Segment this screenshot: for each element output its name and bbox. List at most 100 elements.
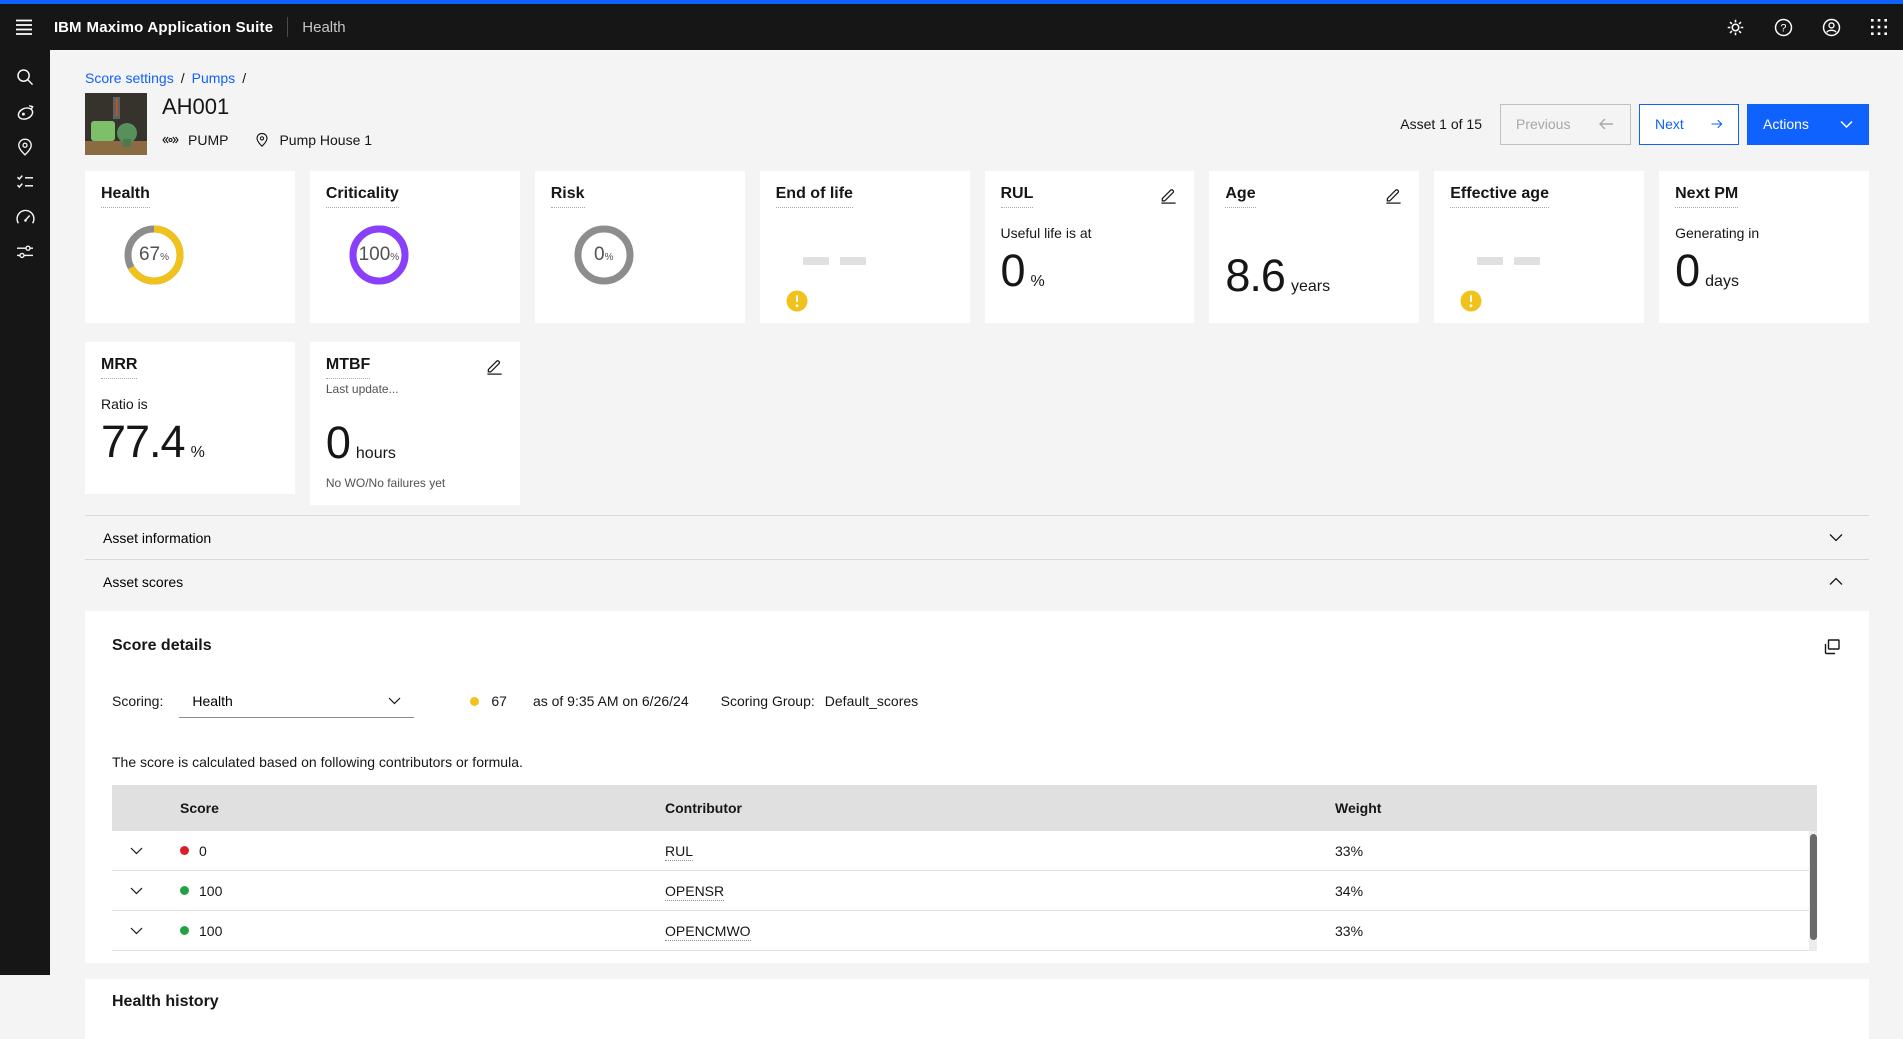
hamburger-icon bbox=[14, 17, 34, 37]
edit-pencil-icon bbox=[485, 357, 504, 376]
expand-row-button[interactable] bbox=[112, 831, 160, 870]
row-status-dot bbox=[180, 846, 189, 855]
risk-score-unit: % bbox=[605, 252, 614, 263]
score-details-title: Score details bbox=[112, 637, 212, 655]
expand-row-button[interactable] bbox=[112, 911, 160, 950]
settings-button[interactable] bbox=[1711, 4, 1759, 50]
sidebar-item-health-gauge[interactable] bbox=[6, 202, 44, 232]
popout-button[interactable] bbox=[1822, 637, 1842, 660]
rul-edit-button[interactable] bbox=[1159, 186, 1178, 208]
criticality-score-unit: % bbox=[390, 252, 399, 263]
next-pm-card: Next PM Generating in 0 days bbox=[1659, 171, 1869, 323]
score-as-of: as of 9:35 AM on 6/26/24 bbox=[533, 693, 689, 709]
checklist-icon bbox=[15, 172, 35, 192]
mtbf-card-title: MTBF bbox=[326, 355, 370, 379]
expand-row-button[interactable] bbox=[112, 871, 160, 910]
sidebar-item-score-settings[interactable] bbox=[6, 237, 44, 267]
settings-adjust-icon bbox=[15, 242, 35, 262]
score-status-dot bbox=[470, 697, 479, 706]
mtbf-edit-button[interactable] bbox=[485, 357, 504, 379]
row-weight-value: 33% bbox=[1317, 923, 1817, 939]
rul-card: RUL Useful life is at 0 % bbox=[985, 171, 1195, 323]
help-button[interactable]: ? bbox=[1759, 4, 1807, 50]
help-icon: ? bbox=[1773, 17, 1794, 38]
previous-asset-button[interactable]: Previous bbox=[1500, 104, 1631, 145]
criticality-card: Criticality 100 % bbox=[310, 171, 520, 323]
breadcrumb: Score settings / Pumps / bbox=[85, 50, 1869, 86]
scoring-group-value: Default_scores bbox=[825, 693, 918, 709]
header-title: IBM Maximo Application Suite Health bbox=[54, 17, 346, 37]
contributor-link[interactable]: OPENSR bbox=[665, 883, 724, 901]
age-unit: years bbox=[1291, 278, 1330, 296]
next-pm-subtitle: Generating in bbox=[1675, 225, 1853, 241]
asset-photo bbox=[85, 93, 147, 155]
actions-button[interactable]: Actions bbox=[1747, 104, 1869, 145]
effective-age-card: Effective age bbox=[1434, 171, 1644, 323]
asset-meta: PUMP Pump House 1 bbox=[162, 132, 372, 148]
row-weight-value: 33% bbox=[1317, 843, 1817, 859]
asset-id-title: AH001 bbox=[162, 94, 372, 120]
app-switcher-button[interactable] bbox=[1855, 4, 1903, 50]
scoring-group-label: Scoring Group: bbox=[721, 693, 815, 709]
breadcrumb-separator: / bbox=[181, 70, 185, 86]
asset-pager-controls: Asset 1 of 15 Previous Next Actions bbox=[1400, 104, 1869, 145]
mtbf-card: MTBF Last update... 0 hours No WO/No fai… bbox=[310, 342, 520, 505]
user-profile-button[interactable] bbox=[1807, 4, 1855, 50]
breadcrumb-score-settings[interactable]: Score settings bbox=[85, 70, 174, 86]
app-header: IBM Maximo Application Suite Health ? bbox=[0, 4, 1903, 50]
gauge-icon bbox=[15, 207, 36, 228]
chevron-down-icon bbox=[388, 697, 401, 705]
current-score-summary: 67 as of 9:35 AM on 6/26/24 Scoring Grou… bbox=[470, 693, 918, 709]
chevron-down-icon bbox=[1840, 120, 1853, 129]
score-number: 67 bbox=[491, 693, 507, 709]
mrr-card: MRR Ratio is 77.4 % bbox=[85, 342, 295, 494]
age-value: 8.6 bbox=[1225, 253, 1285, 298]
assets-icon bbox=[15, 102, 36, 123]
asset-location-label: Pump House 1 bbox=[279, 132, 372, 148]
rul-value: 0 bbox=[1001, 248, 1025, 293]
effective-age-card-title: Effective age bbox=[1450, 184, 1549, 208]
asset-information-accordion-row[interactable]: Asset information bbox=[85, 515, 1869, 559]
app-name: Health bbox=[302, 19, 345, 36]
health-donut: 67 % bbox=[121, 222, 187, 288]
next-asset-button[interactable]: Next bbox=[1639, 104, 1739, 145]
table-scrollbar[interactable] bbox=[1809, 831, 1817, 951]
asset-information-label: Asset information bbox=[103, 530, 211, 546]
asset-scores-accordion-row[interactable]: Asset scores bbox=[85, 559, 1869, 603]
sidebar-item-work-queue[interactable] bbox=[6, 167, 44, 197]
breadcrumb-pumps[interactable]: Pumps bbox=[192, 70, 236, 86]
row-status-dot bbox=[180, 886, 189, 895]
contributor-link[interactable]: OPENCMWO bbox=[665, 923, 751, 941]
sidebar-item-locations[interactable] bbox=[6, 132, 44, 162]
mtbf-footnote: No WO/No failures yet bbox=[326, 476, 504, 490]
asset-type-label: PUMP bbox=[188, 132, 228, 148]
edit-pencil-icon bbox=[1159, 186, 1178, 205]
next-label: Next bbox=[1655, 116, 1684, 132]
table-scrollbar-thumb[interactable] bbox=[1810, 834, 1817, 940]
mtbf-subtitle: Last update... bbox=[326, 382, 504, 396]
product-prefix: IBM bbox=[54, 19, 82, 36]
sidebar-item-search[interactable] bbox=[6, 62, 44, 92]
scoring-select[interactable]: Health bbox=[179, 684, 414, 718]
mtbf-unit: hours bbox=[356, 445, 396, 463]
criticality-card-title: Criticality bbox=[326, 184, 399, 208]
header-actions: ? bbox=[1711, 4, 1903, 50]
health-history-panel: Health history bbox=[85, 979, 1869, 1039]
contributor-column-header: Contributor bbox=[665, 800, 1317, 816]
mtbf-value: 0 bbox=[326, 420, 350, 465]
edit-pencil-icon bbox=[1384, 186, 1403, 205]
row-score-value: 100 bbox=[199, 923, 222, 939]
asset-head-text: AH001 PUMP bbox=[162, 93, 372, 155]
contributors-table: Score Contributor Weight 0 RUL 33% 100 bbox=[112, 785, 1817, 951]
health-card: Health 67 % bbox=[85, 171, 295, 323]
asset-type-icon bbox=[162, 133, 179, 147]
contributor-link[interactable]: RUL bbox=[665, 843, 693, 861]
sidebar-item-assets[interactable] bbox=[6, 97, 44, 127]
end-of-life-skeleton bbox=[803, 257, 954, 265]
menu-button[interactable] bbox=[0, 4, 48, 50]
age-edit-button[interactable] bbox=[1384, 186, 1403, 208]
kpi-cards-row-1: Health 67 % Criticality 1 bbox=[85, 171, 1869, 323]
end-of-life-warning bbox=[786, 290, 954, 317]
rul-card-title: RUL bbox=[1001, 184, 1034, 208]
warning-icon bbox=[1460, 290, 1482, 312]
